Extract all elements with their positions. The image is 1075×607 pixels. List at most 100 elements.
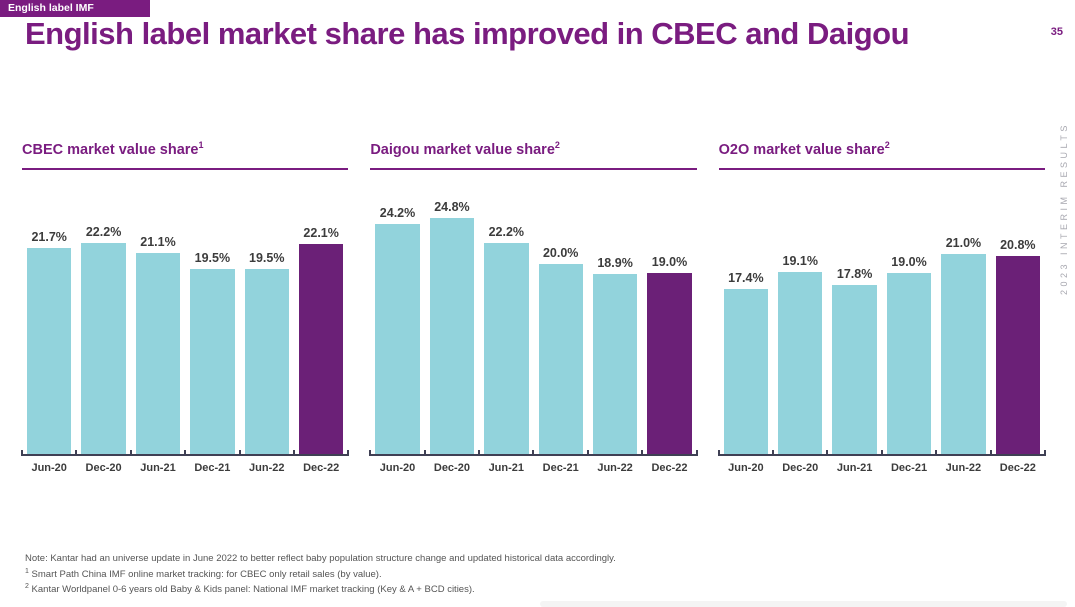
bar-value-label: 21.1% xyxy=(140,235,176,250)
x-axis xyxy=(717,449,1046,456)
bar-column: 17.8% xyxy=(827,267,881,454)
bar xyxy=(647,273,692,454)
x-axis-labels: Jun-20 Dec-20 Jun-21 Dec-21 Jun-22 Dec-22 xyxy=(719,462,1045,474)
category-label: Jun-20 xyxy=(379,461,416,474)
bar xyxy=(723,288,769,454)
plot-area: 24.2% 24.8% 22.2% 20.0% 18.9% 19.0% xyxy=(370,184,696,454)
bar xyxy=(81,242,126,454)
bar-value-label: 19.5% xyxy=(249,250,285,265)
bar-value-label: 20.8% xyxy=(1000,238,1036,253)
bar-value-label: 21.7% xyxy=(31,229,67,244)
x-axis xyxy=(369,449,698,456)
plot-area: 17.4% 19.1% 17.8% 19.0% 21.0% 20.8% xyxy=(719,184,1045,454)
category-label: Dec-22 xyxy=(651,461,688,474)
axis-tick xyxy=(129,449,132,456)
bar-column: 17.4% xyxy=(719,271,773,454)
axis-tick xyxy=(184,449,187,456)
bar-value-label: 19.0% xyxy=(891,255,927,270)
bar-value-label: 19.5% xyxy=(194,250,231,265)
category-label: Jun-22 xyxy=(945,461,982,474)
category-label: Jun-22 xyxy=(597,461,633,474)
chart-title: O2O market value share2 xyxy=(718,140,1045,170)
bar-value-label: 20.0% xyxy=(542,245,579,260)
bar xyxy=(886,273,932,454)
bar-value-label: 19.1% xyxy=(782,254,818,269)
chart-title: CBEC market value share1 xyxy=(22,140,349,170)
bar-column: 22.2% xyxy=(76,225,130,454)
chart-o2o: O2O market value share2 17.4% 19.1% 17.8% 1… xyxy=(717,140,1046,474)
footer-note: Note: Kantar had an universe update in J… xyxy=(25,553,616,565)
bar xyxy=(778,272,823,454)
bar xyxy=(244,268,289,454)
footnote-2-text: Kantar Worldpanel 0-6 years old Baby & K… xyxy=(28,584,475,596)
axis-tick xyxy=(292,449,295,456)
category-label: Dec-20 xyxy=(85,461,122,474)
axis-tick xyxy=(826,449,829,456)
chart-title-footnote-ref: 1 xyxy=(198,140,204,150)
bar-column: 24.8% xyxy=(425,200,479,454)
bar-value-label: 17.8% xyxy=(836,266,873,281)
category-label: Dec-20 xyxy=(782,461,819,474)
bar-column: 18.9% xyxy=(588,256,642,454)
bar-column: 21.1% xyxy=(131,235,185,454)
bar-column: 22.2% xyxy=(479,225,533,454)
bar xyxy=(27,247,72,454)
chart-title-footnote-ref: 2 xyxy=(554,140,560,150)
category-label: Jun-22 xyxy=(249,461,285,474)
bar-column: 19.0% xyxy=(642,255,696,454)
bar-value-label: 21.0% xyxy=(945,236,982,251)
axis-tick xyxy=(695,449,698,456)
bar-column: 19.5% xyxy=(240,251,294,454)
bar xyxy=(135,253,181,454)
bar-column: 21.7% xyxy=(22,230,76,454)
chart-title-text: O2O market value share xyxy=(718,141,885,158)
axis-tick xyxy=(478,449,481,456)
page-number: 35 xyxy=(1050,26,1063,38)
footer-footnote-2: 2 Kantar Worldpanel 0-6 years old Baby &… xyxy=(25,581,616,597)
x-axis-labels: Jun-20 Dec-20 Jun-21 Dec-21 Jun-22 Dec-22 xyxy=(370,462,696,474)
axis-tick xyxy=(1043,449,1046,456)
bar xyxy=(592,274,638,454)
plot-area: 21.7% 22.2% 21.1% 19.5% 19.5% 22.1% xyxy=(22,184,348,454)
bar-column: 20.8% xyxy=(991,238,1045,454)
axis-tick xyxy=(238,449,241,456)
bar-column: 21.0% xyxy=(936,236,990,454)
axis-tick xyxy=(717,449,720,456)
category-label: Dec-21 xyxy=(194,461,231,474)
category-label: Dec-21 xyxy=(890,461,928,474)
bar-column: 22.1% xyxy=(294,226,348,454)
page-title: English label market share has improved … xyxy=(25,16,910,51)
bar-value-label: 19.0% xyxy=(651,255,688,270)
chart-cbec: CBEC market value share1 21.7% 22.2% 21.1%… xyxy=(21,140,350,474)
axis-tick xyxy=(989,449,992,456)
axis-tick xyxy=(369,449,372,456)
bar xyxy=(484,242,529,454)
bar-column: 19.1% xyxy=(773,254,827,454)
bar xyxy=(832,284,877,454)
axis-tick xyxy=(75,449,78,456)
axis-tick xyxy=(347,449,350,456)
bar-column: 24.2% xyxy=(370,206,424,454)
chart-title-text: Daigou market value share xyxy=(370,141,555,158)
axis-tick xyxy=(21,449,23,456)
category-label: Dec-20 xyxy=(433,461,470,474)
footnote-2-marker: 2 xyxy=(25,583,29,591)
bar-column: 20.0% xyxy=(534,246,588,454)
category-label: Jun-20 xyxy=(31,461,67,474)
bar xyxy=(298,243,344,454)
bar-value-label: 24.2% xyxy=(379,205,416,220)
x-axis xyxy=(21,449,350,456)
category-label: Jun-21 xyxy=(488,461,525,474)
category-label: Jun-21 xyxy=(836,461,873,474)
bar-value-label: 22.2% xyxy=(488,224,525,239)
axis-tick xyxy=(423,449,426,456)
bottom-edge-strip xyxy=(540,601,1067,607)
axis-tick xyxy=(641,449,644,456)
bar-value-label: 22.1% xyxy=(303,225,339,240)
footnote-1-marker: 1 xyxy=(25,567,29,575)
chart-daigou: Daigou market value share2 24.2% 24.8% 22.… xyxy=(369,140,698,474)
bar-column: 19.5% xyxy=(185,251,239,454)
bar xyxy=(190,268,235,454)
bar xyxy=(995,256,1040,454)
bar-value-label: 18.9% xyxy=(597,256,633,271)
